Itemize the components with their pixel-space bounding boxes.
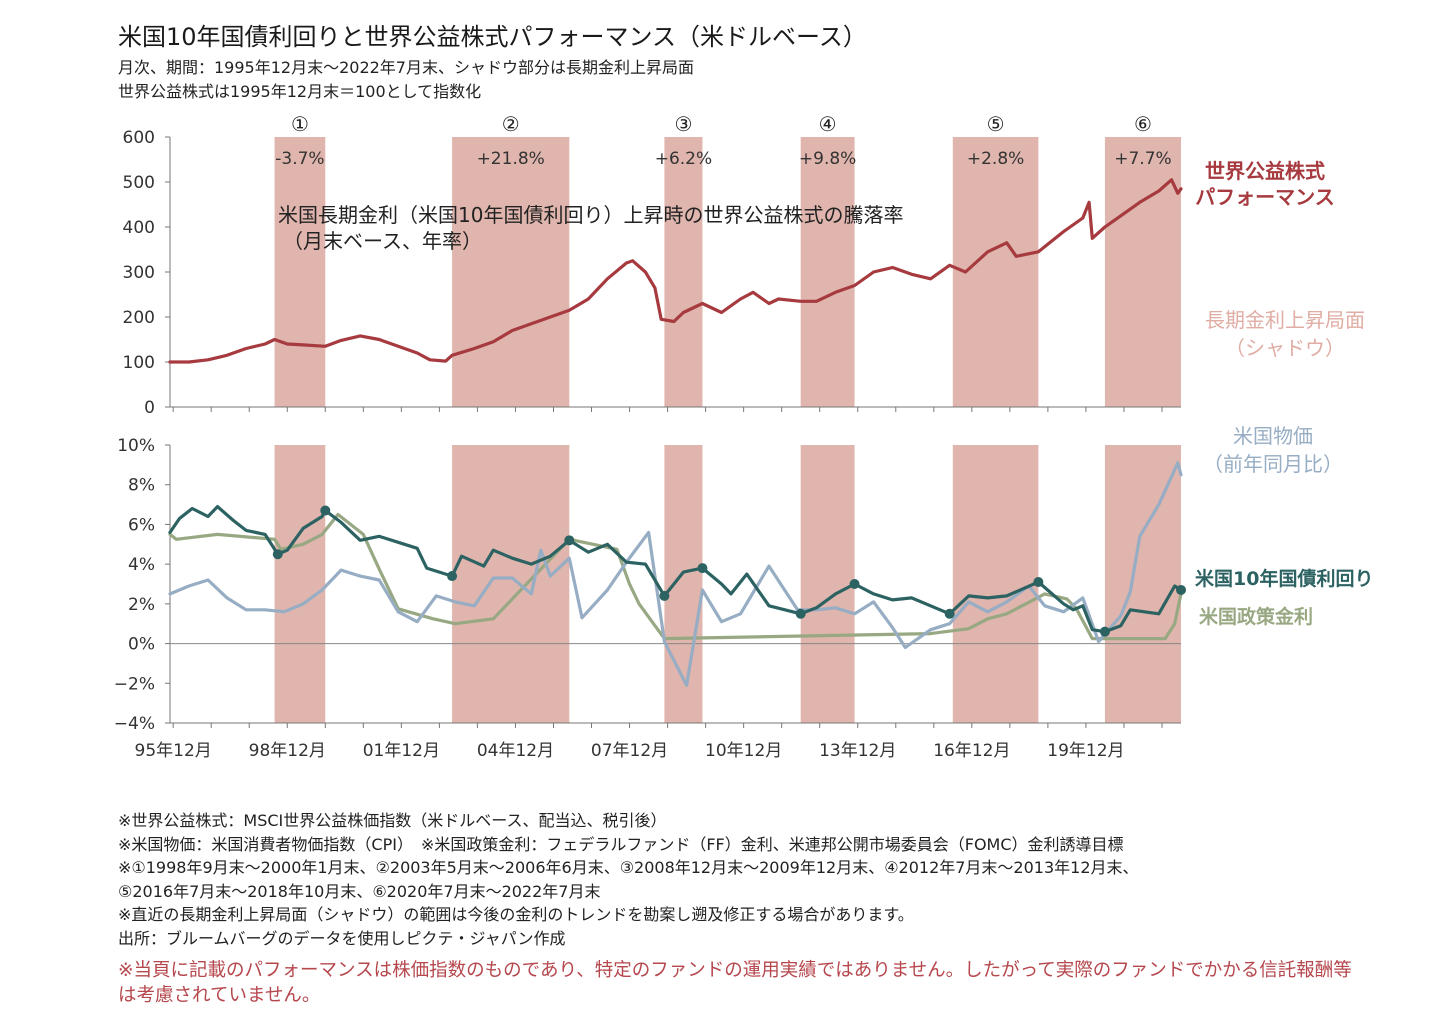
series-line-10y-yield: [168, 505, 1183, 634]
period-return-5: +2.8%: [967, 149, 1024, 169]
period-number-2: ②: [502, 112, 520, 136]
footnote-periods-cont: ⑤2016年7月末～2018年10月末、⑥2020年7月末～2022年7月末: [118, 881, 601, 901]
inner-chart-title: 米国長期金利（米国10年国債利回り）上昇時の世界公益株式の騰落率: [278, 203, 903, 227]
y-tick-label-top: 300: [123, 263, 155, 283]
y-tick-label-top: 0: [144, 398, 155, 418]
label-shading-line2: （シャドウ）: [1225, 336, 1345, 360]
yield-marker-4: [795, 608, 806, 619]
shade-top-1: [274, 137, 326, 407]
shade-bottom-1: [274, 445, 326, 723]
period-return-2: +21.8%: [477, 149, 545, 169]
x-tick-label: 98年12月: [249, 741, 326, 761]
y-tick-label-top: 200: [123, 308, 155, 328]
period-number-4: ④: [819, 112, 837, 136]
footnotes: ※世界公益株式：MSCI世界公益株価指数（米ドルベース、配当込、税引後） ※米国…: [118, 809, 1408, 950]
period-return-3: +6.2%: [655, 149, 712, 169]
x-tick-label: 07年12月: [591, 741, 668, 761]
yield-marker-5: [1033, 577, 1044, 588]
label-10y-yield: 米国10年国債利回り: [1195, 567, 1373, 590]
inner-chart-subtitle: （月末ベース、年率）: [283, 229, 482, 253]
footnote-cpi-policy: ※米国物価：米国消費者物価指数（CPI） ※米国政策金利：フェデラルファンド（F…: [118, 834, 1124, 854]
y-tick-label-bottom: 6%: [128, 515, 155, 535]
yield-marker-2: [564, 535, 575, 546]
period-return-1: -3.7%: [275, 149, 324, 169]
x-tick-label: 13年12月: [819, 741, 896, 761]
y-tick-label-bottom: 2%: [128, 595, 155, 615]
shade-top-2: [452, 137, 570, 407]
y-tick-label-top: 400: [123, 218, 155, 238]
x-tick-label: 10年12月: [705, 741, 782, 761]
yield-marker-1: [320, 505, 331, 516]
period-return-6: +7.7%: [1114, 149, 1171, 169]
disclaimer: ※当頁に記載のパフォーマンスは株価指数のものであり、特定のファンドの運用実績では…: [118, 960, 1352, 1006]
yield-marker-4: [849, 579, 860, 589]
shade-top-3: [664, 137, 703, 407]
yield-marker-6: [1176, 584, 1186, 595]
period-return-4: +9.8%: [799, 149, 856, 169]
chart-title: 米国10年国債利回りと世界公益株式パフォーマンス（米ドルベース）: [118, 23, 867, 51]
shade-bottom-2: [452, 445, 570, 723]
chart-area: ① -3.7% ② +21.8% ③ +6.2% ④ +9.8% ⑤ +2.8% ⑥ +7.7% 600…: [114, 112, 1374, 761]
y-tick-label-top: 600: [123, 128, 155, 148]
footnote-revision: ※直近の長期金利上昇局面（シャドウ）の範囲は今後の金利のトレンドを勘案し遡及修正…: [118, 905, 914, 924]
shade-bottom-6: [1104, 445, 1181, 723]
period-number-3: ③: [674, 112, 692, 136]
y-tick-label-bottom: 4%: [128, 555, 155, 575]
x-tick-label: 16年12月: [933, 741, 1010, 761]
y-tick-label-bottom: −4%: [114, 714, 155, 734]
x-tick-label: 95年12月: [135, 741, 212, 761]
x-tick-label: 04年12月: [477, 741, 554, 761]
yield-marker-5: [944, 608, 955, 619]
yield-marker-3: [659, 590, 670, 601]
label-shading-line1: 長期金利上昇局面: [1205, 308, 1365, 332]
footnote-msci: ※世界公益株式：MSCI世界公益株価指数（米ドルベース、配当込、税引後）: [118, 811, 667, 830]
period-number-5: ⑤: [987, 112, 1005, 136]
yield-marker-2: [447, 571, 458, 582]
period-number-6: ⑥: [1134, 112, 1152, 136]
yield-marker-6: [1099, 626, 1110, 637]
shade-bottom-4: [800, 445, 855, 723]
y-tick-label-bottom: 8%: [128, 476, 155, 496]
label-equity-line1: 世界公益株式: [1205, 159, 1325, 183]
series-line-equity: [168, 178, 1183, 364]
shade-bottom-5: [952, 445, 1039, 723]
footnote-source: 出所：ブルームバーグのデータを使用しピクテ・ジャパン作成: [118, 928, 566, 948]
period-number-1: ①: [291, 112, 309, 136]
shade-top-6: [1104, 137, 1181, 407]
x-tick-label: 01年12月: [363, 741, 440, 761]
yield-marker-1: [272, 549, 283, 560]
label-policy-rate: 米国政策金利: [1199, 605, 1313, 628]
chart-subtitle-period: 月次、期間：1995年12月末～2022年7月末、シャドウ部分は長期金利上昇局面: [118, 58, 694, 77]
label-cpi-line1: 米国物価: [1233, 424, 1313, 448]
shade-top-4: [800, 137, 855, 407]
y-tick-label-bottom: 0%: [128, 635, 155, 655]
y-tick-label-top: 500: [123, 173, 155, 193]
y-tick-label-bottom: 10%: [117, 436, 155, 456]
chart-subtitle-index-base: 世界公益株式は1995年12月末＝100として指数化: [118, 82, 482, 101]
series-line-cpi: [168, 461, 1183, 687]
y-tick-label-bottom: −2%: [114, 674, 155, 694]
y-tick-label-top: 100: [123, 353, 155, 373]
x-tick-label: 19年12月: [1047, 741, 1124, 761]
label-cpi-line2: （前年同月比）: [1203, 452, 1343, 476]
yield-marker-3: [697, 563, 708, 574]
label-equity-line2: パフォーマンス: [1195, 185, 1335, 209]
footnote-periods: ※①1998年9月末～2000年1月末、②2003年5月末～2006年6月末、③…: [118, 858, 1139, 877]
